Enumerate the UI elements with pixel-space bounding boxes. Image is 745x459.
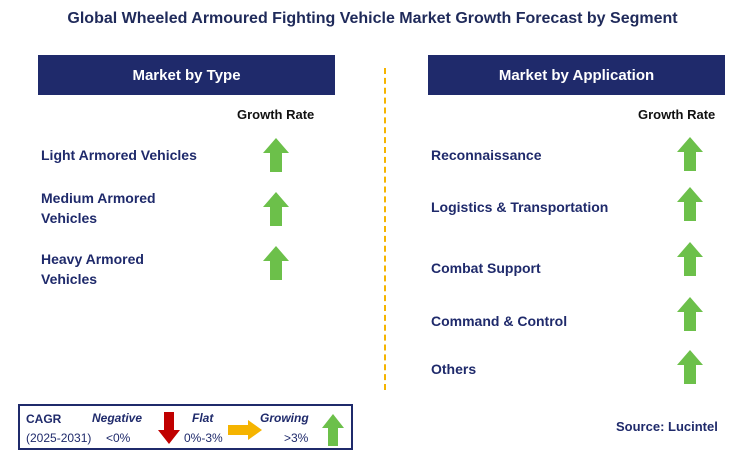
type-item-label-line2: Vehicles [41, 271, 98, 287]
type-item-label-line1: Heavy Armored [41, 251, 144, 267]
type-item-label-line2: Vehicles [41, 210, 98, 226]
application-item-command-control: Command & Control [431, 313, 568, 329]
type-growth-rate-label: Growth Rate [237, 107, 315, 122]
negative-arrow-icon [158, 412, 180, 444]
type-item-medium-armored: Medium Armored Vehicles [41, 188, 156, 228]
type-item-light-armored: Light Armored Vehicles [41, 145, 197, 165]
type-item-heavy-armored: Heavy Armored Vehicles [41, 249, 144, 289]
application-item-others: Others [431, 361, 477, 377]
flat-arrow-icon [228, 420, 262, 440]
growing-arrow-icon [263, 192, 289, 226]
market-by-application-header: Market by Application [428, 55, 725, 95]
application-item-logistics: Logistics & Transportation [431, 199, 609, 215]
growing-arrow-icon [677, 137, 703, 171]
growing-arrow-icon [263, 138, 289, 172]
cagr-legend: CAGR (2025-2031) Negative <0% Flat 0%-3%… [18, 404, 353, 450]
legend-growing-range: >3% [284, 431, 309, 445]
source-label: Source: Lucintel [616, 419, 718, 434]
legend-negative-range: <0% [106, 431, 131, 445]
panel-divider [384, 68, 386, 390]
type-item-label-line1: Medium Armored [41, 190, 156, 206]
market-by-type-header: Market by Type [38, 55, 335, 95]
legend-negative-label: Negative [92, 411, 143, 425]
application-growth-rate-label: Growth Rate [638, 107, 716, 122]
legend-flat-label: Flat [192, 411, 214, 425]
legend-flat-range: 0%-3% [184, 431, 223, 445]
growing-arrow-icon [677, 187, 703, 221]
application-item-reconnaissance: Reconnaissance [431, 147, 542, 163]
growing-arrow-icon [263, 246, 289, 280]
growing-arrow-icon [677, 297, 703, 331]
legend-cagr-label: CAGR [26, 412, 62, 426]
type-item-label: Light Armored Vehicles [41, 147, 197, 163]
growing-arrow-icon [677, 350, 703, 384]
growing-arrow-icon [322, 414, 344, 446]
growing-arrow-icon [677, 242, 703, 276]
application-item-combat-support: Combat Support [431, 260, 541, 276]
page-title: Global Wheeled Armoured Fighting Vehicle… [67, 10, 678, 27]
legend-growing-label: Growing [260, 411, 309, 425]
legend-period: (2025-2031) [26, 431, 92, 445]
